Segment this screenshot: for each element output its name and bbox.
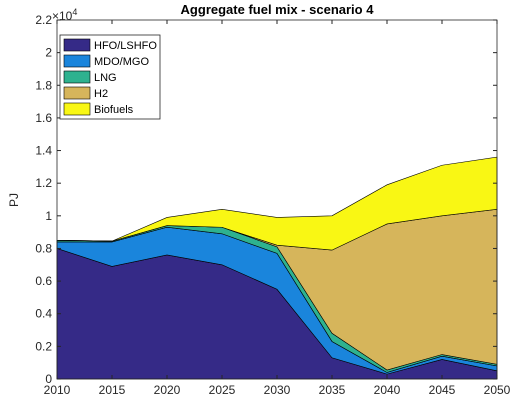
y-axis-label: PJ bbox=[7, 193, 21, 207]
y-multiplier: ×104 bbox=[52, 7, 77, 23]
y-tick-label: 1.4 bbox=[35, 144, 52, 158]
legend-swatch bbox=[63, 38, 91, 52]
y-tick-label: 1 bbox=[45, 209, 52, 223]
y-tick-label: 1.6 bbox=[35, 111, 52, 125]
y-tick-label: 0.8 bbox=[35, 241, 52, 255]
y-tick-label: 2.2 bbox=[35, 13, 52, 27]
x-tick-label: 2030 bbox=[264, 383, 291, 397]
y-tick-label: 1.8 bbox=[35, 78, 52, 92]
legend-swatch bbox=[63, 86, 91, 100]
legend: HFO/LSHFO MDO/MGO LNG H2 Biofuels bbox=[59, 34, 161, 120]
x-tick-label: 2040 bbox=[374, 383, 401, 397]
legend-label: HFO/LSHFO bbox=[94, 40, 157, 52]
chart-title: Aggregate fuel mix - scenario 4 bbox=[181, 2, 375, 17]
y-tick-label: 0.4 bbox=[35, 307, 52, 321]
x-tick-label: 2035 bbox=[319, 383, 346, 397]
x-tick-label: 2010 bbox=[44, 383, 71, 397]
legend-label: LNG bbox=[94, 72, 117, 84]
x-tick-label: 2045 bbox=[429, 383, 456, 397]
y-tick-label: 1.2 bbox=[35, 176, 52, 190]
x-tick-label: 2015 bbox=[99, 383, 126, 397]
legend-swatch bbox=[63, 102, 91, 116]
legend-label: Biofuels bbox=[94, 104, 134, 116]
x-tick-label: 2025 bbox=[209, 383, 236, 397]
x-tick-label: 2050 bbox=[484, 383, 511, 397]
multiplier-exponent: 4 bbox=[72, 7, 77, 17]
y-tick-label: 0.6 bbox=[35, 274, 52, 288]
multiplier-base: ×10 bbox=[52, 9, 73, 23]
x-tick-label: 2020 bbox=[154, 383, 181, 397]
legend-swatch bbox=[63, 70, 91, 84]
y-tick-label: 2 bbox=[45, 46, 52, 60]
legend-label: H2 bbox=[94, 88, 108, 100]
y-tick-label: 0 bbox=[45, 372, 52, 386]
legend-swatch bbox=[63, 54, 91, 68]
y-tick-label: 0.2 bbox=[35, 339, 52, 353]
legend-label: MDO/MGO bbox=[94, 56, 149, 68]
